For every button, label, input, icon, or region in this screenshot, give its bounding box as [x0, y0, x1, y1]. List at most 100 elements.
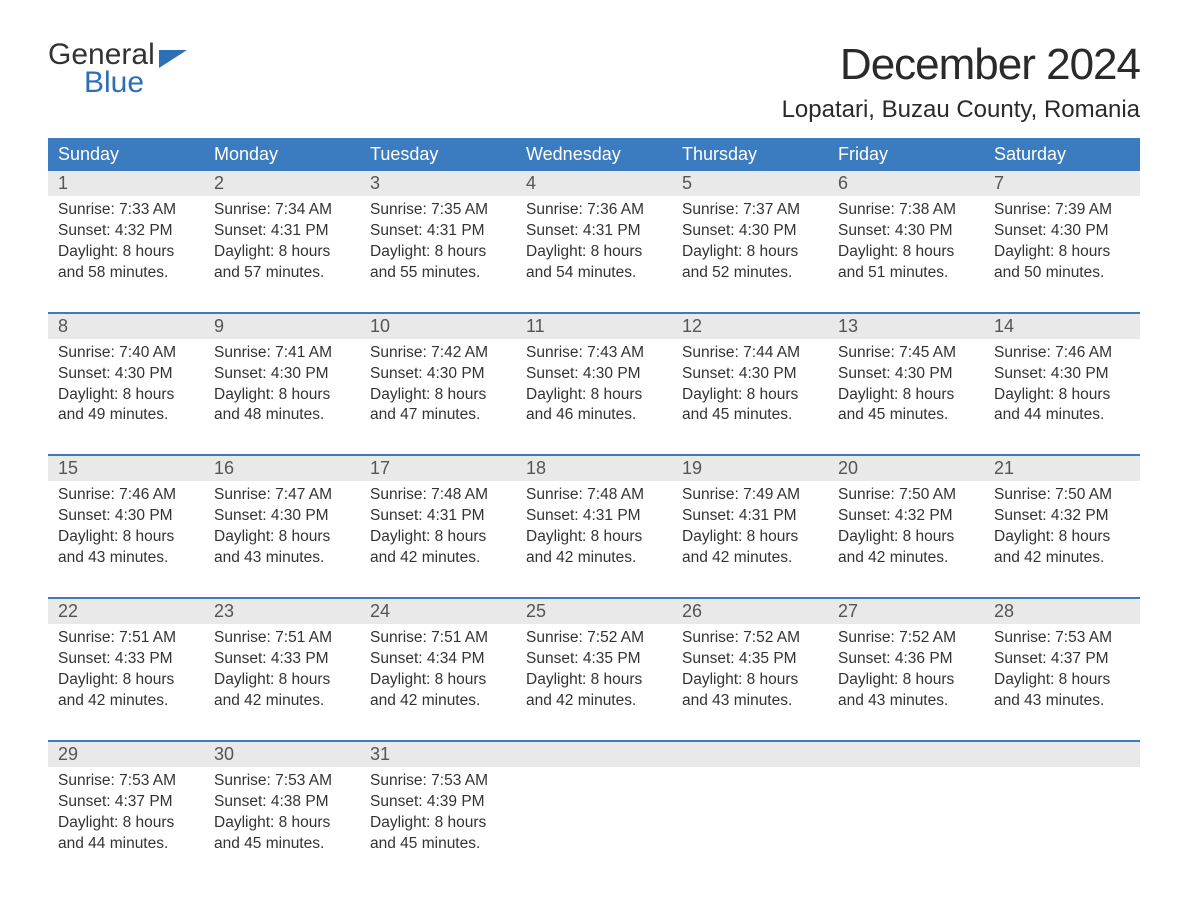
sunrise-line: Sunrise: 7:52 AM	[682, 628, 818, 649]
day-number: 19	[672, 456, 828, 481]
sunset-line: Sunset: 4:33 PM	[214, 649, 350, 670]
sunset-line: Sunset: 4:32 PM	[58, 221, 194, 242]
daylight-line-2: and 46 minutes.	[526, 405, 662, 426]
daylight-line-2: and 43 minutes.	[214, 548, 350, 569]
day-number: 16	[204, 456, 360, 481]
daylight-line-2: and 43 minutes.	[58, 548, 194, 569]
sunrise-line: Sunrise: 7:47 AM	[214, 485, 350, 506]
daylight-line-1: Daylight: 8 hours	[994, 527, 1130, 548]
daylight-line-2: and 51 minutes.	[838, 263, 974, 284]
daylight-line-2: and 57 minutes.	[214, 263, 350, 284]
day-number	[984, 742, 1140, 767]
sunset-line: Sunset: 4:30 PM	[214, 506, 350, 527]
day-cell	[828, 767, 984, 865]
daylight-line-1: Daylight: 8 hours	[838, 385, 974, 406]
sunrise-line: Sunrise: 7:46 AM	[994, 343, 1130, 364]
sunrise-line: Sunrise: 7:53 AM	[214, 771, 350, 792]
sunrise-line: Sunrise: 7:53 AM	[370, 771, 506, 792]
day-number: 30	[204, 742, 360, 767]
day-cell: Sunrise: 7:46 AMSunset: 4:30 PMDaylight:…	[984, 339, 1140, 437]
daylight-line-1: Daylight: 8 hours	[370, 527, 506, 548]
sunset-line: Sunset: 4:32 PM	[994, 506, 1130, 527]
location-subtitle: Lopatari, Buzau County, Romania	[782, 96, 1140, 124]
sunrise-line: Sunrise: 7:48 AM	[370, 485, 506, 506]
day-number: 21	[984, 456, 1140, 481]
sunset-line: Sunset: 4:30 PM	[682, 221, 818, 242]
sunset-line: Sunset: 4:30 PM	[370, 364, 506, 385]
sunset-line: Sunset: 4:30 PM	[994, 364, 1130, 385]
daylight-line-2: and 50 minutes.	[994, 263, 1130, 284]
day-number: 15	[48, 456, 204, 481]
sunrise-line: Sunrise: 7:53 AM	[994, 628, 1130, 649]
daylight-line-1: Daylight: 8 hours	[838, 527, 974, 548]
day-cell: Sunrise: 7:33 AMSunset: 4:32 PMDaylight:…	[48, 196, 204, 294]
day-cell: Sunrise: 7:48 AMSunset: 4:31 PMDaylight:…	[516, 481, 672, 579]
daylight-line-2: and 49 minutes.	[58, 405, 194, 426]
sunset-line: Sunset: 4:30 PM	[58, 506, 194, 527]
day-cell: Sunrise: 7:38 AMSunset: 4:30 PMDaylight:…	[828, 196, 984, 294]
day-number: 23	[204, 599, 360, 624]
weekday-header: Wednesday	[516, 138, 672, 171]
day-number: 8	[48, 314, 204, 339]
sunset-line: Sunset: 4:31 PM	[682, 506, 818, 527]
daylight-line-1: Daylight: 8 hours	[214, 242, 350, 263]
daylight-line-2: and 54 minutes.	[526, 263, 662, 284]
daylight-line-1: Daylight: 8 hours	[58, 813, 194, 834]
daynum-row: 891011121314	[48, 314, 1140, 339]
sunset-line: Sunset: 4:35 PM	[682, 649, 818, 670]
weekday-header: Monday	[204, 138, 360, 171]
sunset-line: Sunset: 4:31 PM	[370, 221, 506, 242]
sunrise-line: Sunrise: 7:37 AM	[682, 200, 818, 221]
weekday-header: Friday	[828, 138, 984, 171]
day-number: 27	[828, 599, 984, 624]
daylight-line-1: Daylight: 8 hours	[838, 242, 974, 263]
week-row: 293031Sunrise: 7:53 AMSunset: 4:37 PMDay…	[48, 740, 1140, 865]
weeks-container: 1234567Sunrise: 7:33 AMSunset: 4:32 PMDa…	[48, 171, 1140, 864]
day-number: 1	[48, 171, 204, 196]
daylight-line-1: Daylight: 8 hours	[994, 385, 1130, 406]
sunrise-line: Sunrise: 7:51 AM	[58, 628, 194, 649]
day-number: 29	[48, 742, 204, 767]
day-cell: Sunrise: 7:45 AMSunset: 4:30 PMDaylight:…	[828, 339, 984, 437]
day-cell: Sunrise: 7:34 AMSunset: 4:31 PMDaylight:…	[204, 196, 360, 294]
daylight-line-1: Daylight: 8 hours	[214, 385, 350, 406]
title-block: December 2024 Lopatari, Buzau County, Ro…	[782, 40, 1140, 124]
daylight-line-1: Daylight: 8 hours	[214, 527, 350, 548]
daylight-line-2: and 52 minutes.	[682, 263, 818, 284]
day-cell	[984, 767, 1140, 865]
day-number: 9	[204, 314, 360, 339]
day-cell: Sunrise: 7:51 AMSunset: 4:33 PMDaylight:…	[204, 624, 360, 722]
sunrise-line: Sunrise: 7:36 AM	[526, 200, 662, 221]
day-cell: Sunrise: 7:46 AMSunset: 4:30 PMDaylight:…	[48, 481, 204, 579]
day-cell	[672, 767, 828, 865]
day-cell	[516, 767, 672, 865]
day-cell: Sunrise: 7:41 AMSunset: 4:30 PMDaylight:…	[204, 339, 360, 437]
day-number: 12	[672, 314, 828, 339]
sunrise-line: Sunrise: 7:35 AM	[370, 200, 506, 221]
day-cell: Sunrise: 7:52 AMSunset: 4:35 PMDaylight:…	[516, 624, 672, 722]
sunrise-line: Sunrise: 7:48 AM	[526, 485, 662, 506]
weekday-header-row: Sunday Monday Tuesday Wednesday Thursday…	[48, 138, 1140, 171]
day-cell: Sunrise: 7:52 AMSunset: 4:36 PMDaylight:…	[828, 624, 984, 722]
day-number: 11	[516, 314, 672, 339]
sunset-line: Sunset: 4:31 PM	[526, 506, 662, 527]
day-cell: Sunrise: 7:39 AMSunset: 4:30 PMDaylight:…	[984, 196, 1140, 294]
day-cell: Sunrise: 7:48 AMSunset: 4:31 PMDaylight:…	[360, 481, 516, 579]
sunrise-line: Sunrise: 7:53 AM	[58, 771, 194, 792]
daylight-line-1: Daylight: 8 hours	[526, 242, 662, 263]
daylight-line-1: Daylight: 8 hours	[526, 527, 662, 548]
day-cell: Sunrise: 7:51 AMSunset: 4:34 PMDaylight:…	[360, 624, 516, 722]
daylight-line-2: and 45 minutes.	[682, 405, 818, 426]
sunset-line: Sunset: 4:31 PM	[370, 506, 506, 527]
daylight-line-2: and 42 minutes.	[994, 548, 1130, 569]
daylight-line-1: Daylight: 8 hours	[370, 670, 506, 691]
day-number: 3	[360, 171, 516, 196]
weekday-header: Thursday	[672, 138, 828, 171]
daylight-line-2: and 42 minutes.	[838, 548, 974, 569]
sunrise-line: Sunrise: 7:38 AM	[838, 200, 974, 221]
day-number: 20	[828, 456, 984, 481]
daylight-line-2: and 42 minutes.	[526, 548, 662, 569]
day-cell: Sunrise: 7:53 AMSunset: 4:38 PMDaylight:…	[204, 767, 360, 865]
sunset-line: Sunset: 4:34 PM	[370, 649, 506, 670]
daylight-line-1: Daylight: 8 hours	[994, 670, 1130, 691]
